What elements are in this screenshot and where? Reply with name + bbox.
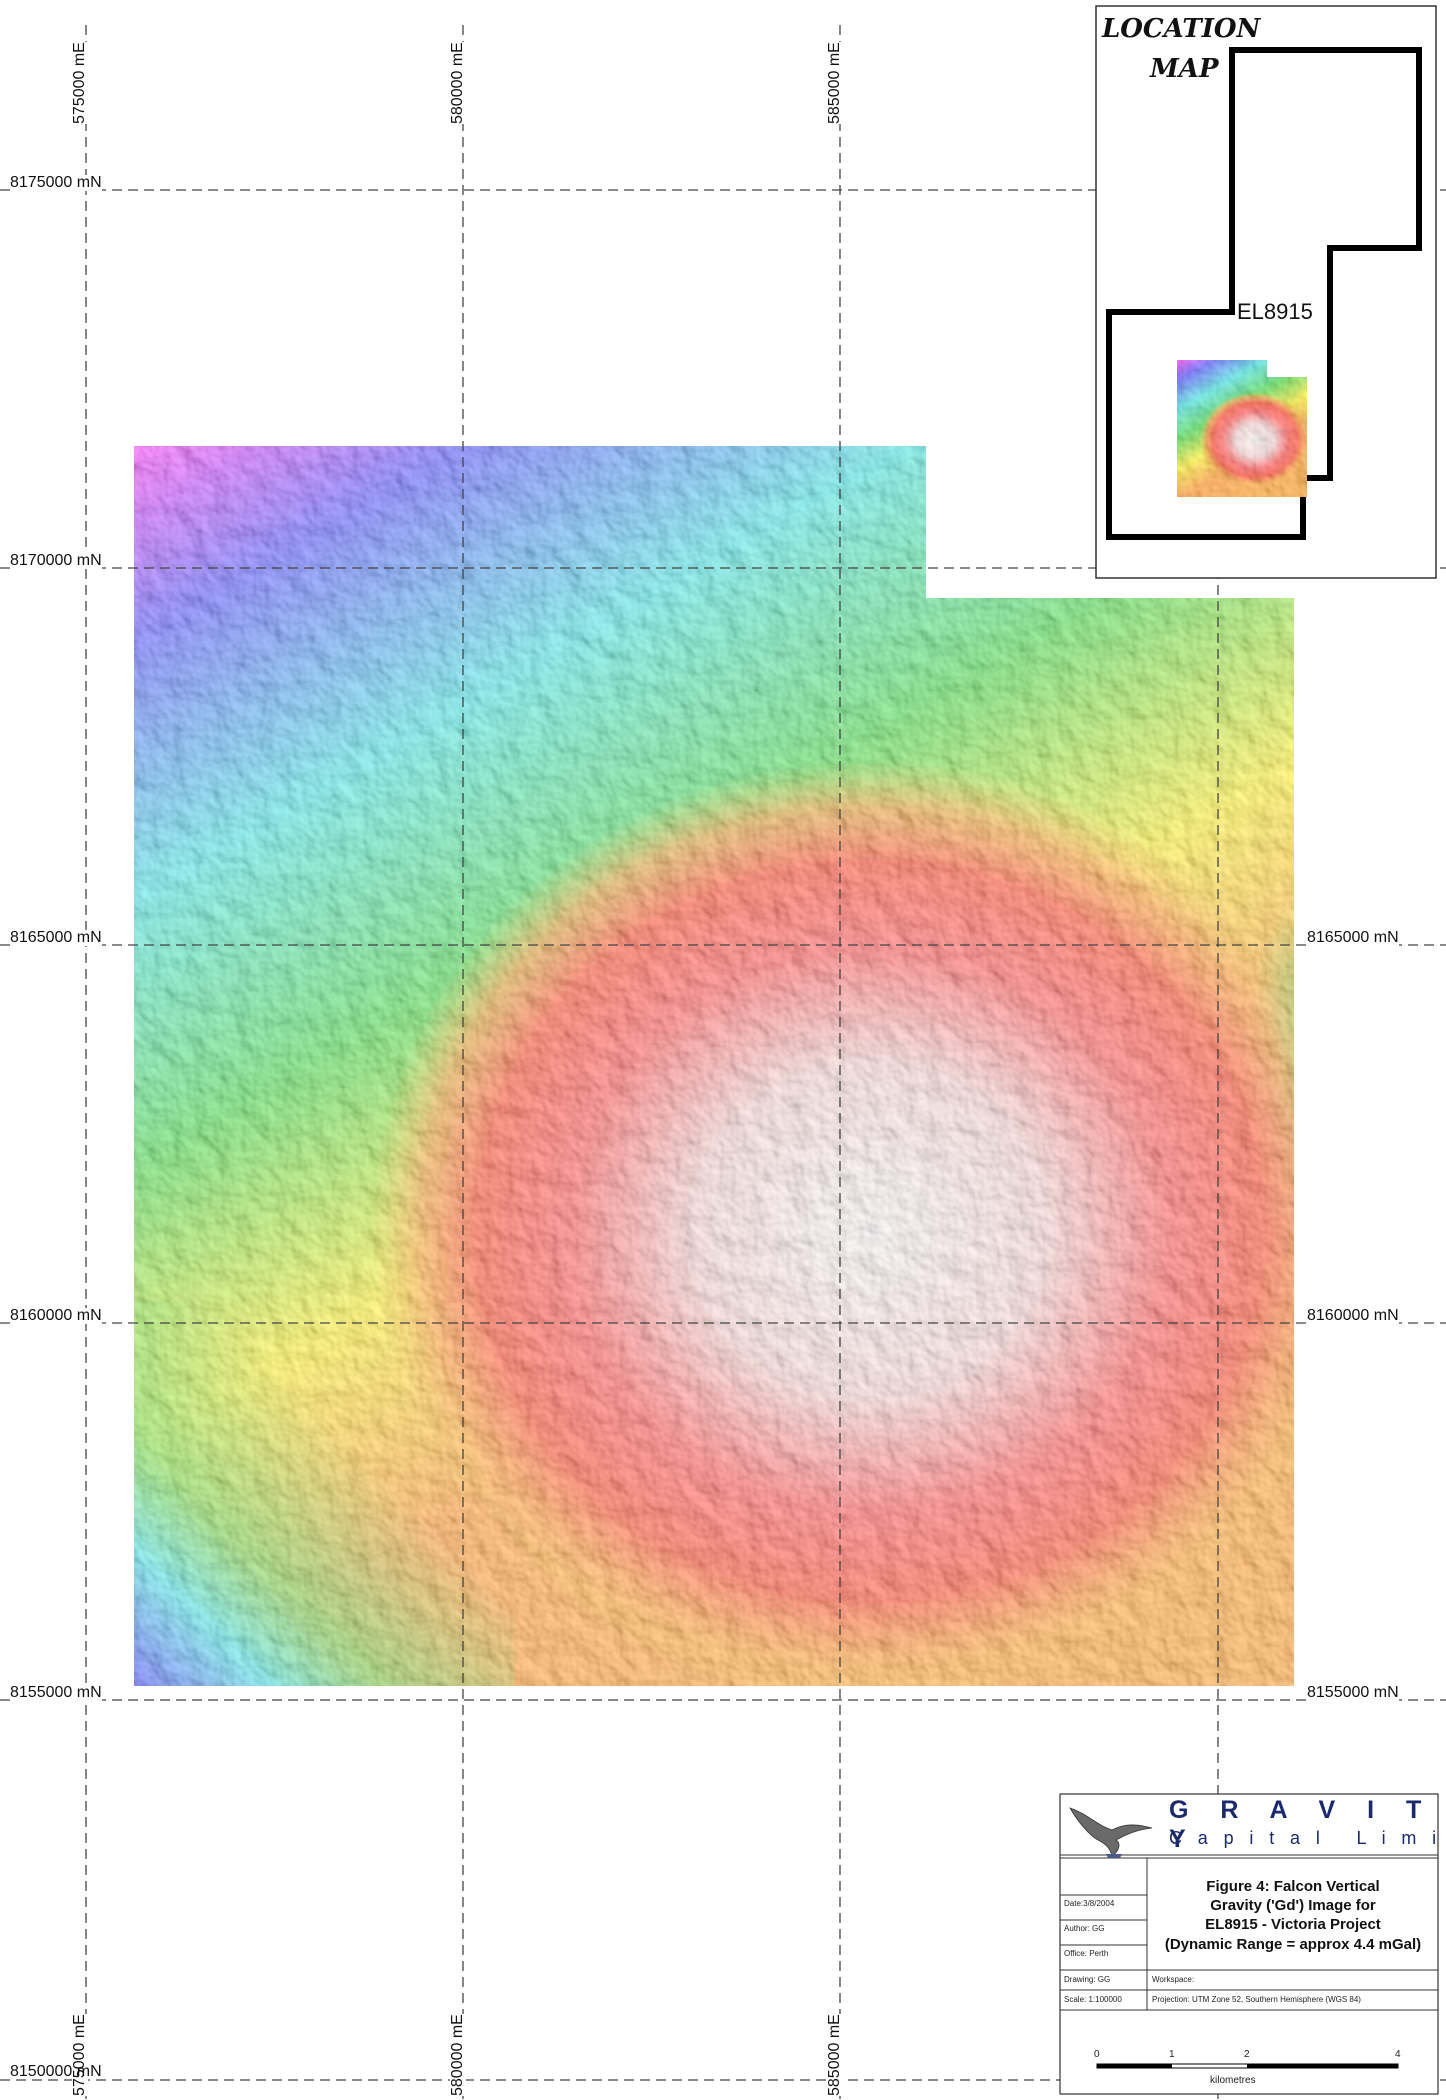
tenement-label: EL8915 xyxy=(1237,299,1313,324)
northing-label-left: 8150000 mN xyxy=(10,2063,102,2080)
company-name: G R A V I T Y xyxy=(1169,1796,1434,1853)
northing-label-right: 8165000 mN xyxy=(1307,929,1399,946)
scalebar-tick-label: 2 xyxy=(1244,2049,1250,2060)
projection-field: Projection: UTM Zone 52, Southern Hemisp… xyxy=(1152,1995,1361,2004)
scale-bar xyxy=(1096,2063,1399,2069)
scalebar-tick-label: 4 xyxy=(1395,2049,1401,2060)
northing-label-left: 8165000 mN xyxy=(10,929,102,946)
northing-label-right: 8155000 mN xyxy=(1307,1684,1399,1701)
workspace-field: Workspace: xyxy=(1152,1975,1195,1984)
northing-label-left: 8170000 mN xyxy=(10,552,102,569)
easting-label-top: 585000 mE xyxy=(826,42,843,124)
scalebar-unit: kilometres xyxy=(1210,2075,1256,2086)
company-subtitle: C a p i t a l L i m i t e d xyxy=(1169,1828,1442,1848)
date-field: Date:3/8/2004 xyxy=(1064,1899,1115,1908)
eagle-logo-icon xyxy=(1069,1807,1153,1858)
easting-label-bottom: 580000 mE xyxy=(449,2014,466,2096)
northing-label-right: 8160000 mN xyxy=(1307,1307,1399,1324)
easting-label-bottom: 575000 mE xyxy=(71,2014,88,2096)
northing-label-left: 8155000 mN xyxy=(10,1684,102,1701)
easting-label-top: 575000 mE xyxy=(71,42,88,124)
location-map-title: MAP xyxy=(1150,54,1219,84)
northing-label-left: 8175000 mN xyxy=(10,174,102,191)
drawing-field: Drawing: GG xyxy=(1064,1975,1111,1984)
office-field: Office: Perth xyxy=(1064,1949,1109,1958)
easting-label-top: 580000 mE xyxy=(449,42,466,124)
location-map-title: LOCATION xyxy=(1102,14,1261,44)
scalebar-tick-label: 1 xyxy=(1169,2049,1175,2060)
scale-field: Scale: 1:100000 xyxy=(1064,1995,1122,2004)
gravity-image xyxy=(134,446,1294,1686)
northing-label-left: 8160000 mN xyxy=(10,1307,102,1324)
author-field: Author: GG xyxy=(1064,1924,1105,1933)
scalebar-tick-label: 0 xyxy=(1094,2049,1100,2060)
title-block xyxy=(1059,1793,1439,2095)
figure-title: Figure 4: Falcon Vertical Gravity ('Gd')… xyxy=(1164,1878,1422,1953)
easting-label-bottom: 585000 mE xyxy=(826,2014,843,2096)
location-map xyxy=(1095,5,1437,579)
